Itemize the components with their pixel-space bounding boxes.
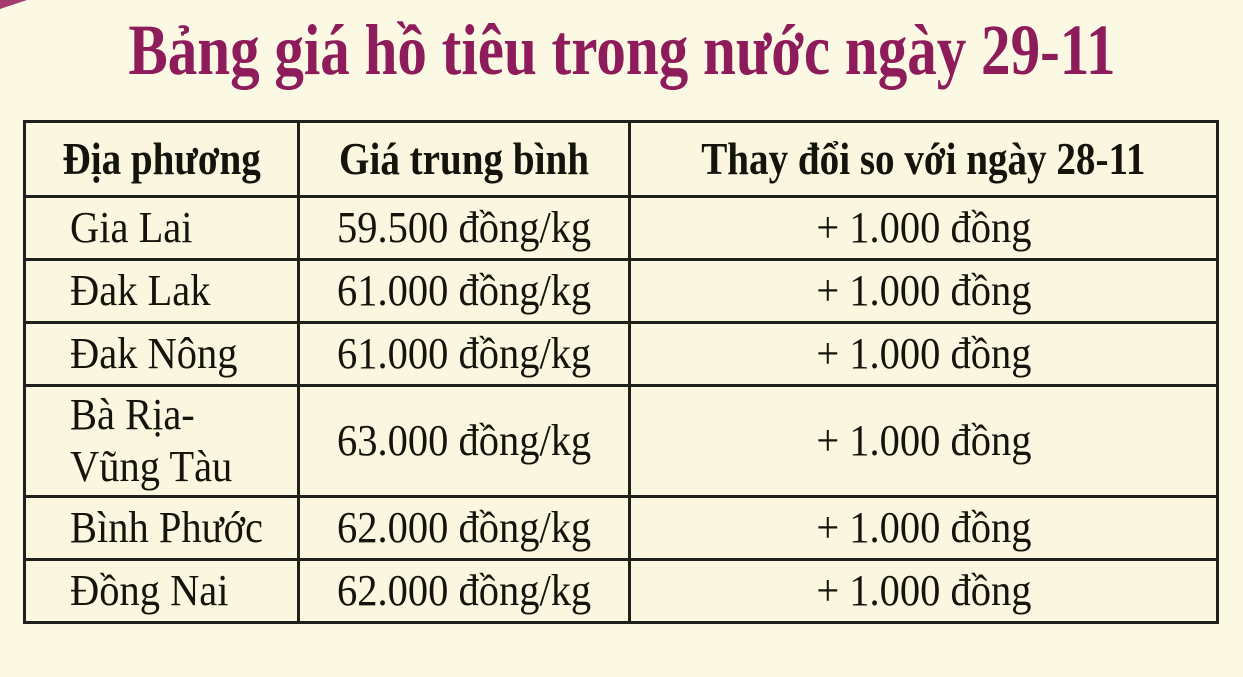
col-header-location: Địa phương: [23, 120, 300, 198]
price-value: 61.000 đồng/kg: [336, 329, 592, 379]
change-cell: + 1.000 đồng: [628, 195, 1219, 261]
table-row: Bà Rịa-Vũng Tàu 63.000 đồng/kg + 1.000 đ…: [23, 384, 1219, 498]
price-value: 61.000 đồng/kg: [336, 266, 592, 316]
price-value: 59.500 đồng/kg: [336, 203, 592, 253]
col-header-average-price: Giá trung bình: [297, 120, 631, 198]
location-value: Đồng Nai: [70, 566, 229, 616]
page-title: Bảng giá hồ tiêu trong nước ngày 29-11: [0, 10, 1243, 90]
price-cell: 62.000 đồng/kg: [297, 558, 631, 624]
location-cell: Bà Rịa-Vũng Tàu: [23, 384, 300, 498]
price-cell: 61.000 đồng/kg: [297, 258, 631, 324]
change-cell: + 1.000 đồng: [628, 495, 1219, 561]
change-value: + 1.000 đồng: [815, 416, 1032, 466]
table-header-row: Địa phương Giá trung bình Thay đổi so vớ…: [23, 120, 1219, 198]
location-cell: Đồng Nai: [23, 558, 300, 624]
location-cell: Gia Lai: [23, 195, 300, 261]
price-cell: 59.500 đồng/kg: [297, 195, 631, 261]
location-value: Bình Phước: [70, 503, 263, 553]
table-row: Đak Lak 61.000 đồng/kg + 1.000 đồng: [23, 258, 1219, 324]
location-cell: Đak Lak: [23, 258, 300, 324]
location-cell: Đak Nông: [23, 321, 300, 387]
location-value: Đak Lak: [70, 266, 211, 316]
change-cell: + 1.000 đồng: [628, 321, 1219, 387]
location-cell: Bình Phước: [23, 495, 300, 561]
location-value: Bà Rịa-Vũng Tàu: [70, 390, 233, 491]
change-cell: + 1.000 đồng: [628, 258, 1219, 324]
corner-crop-artifact: [0, 0, 27, 9]
pepper-price-table: Địa phương Giá trung bình Thay đổi so vớ…: [23, 120, 1219, 624]
price-value: 62.000 đồng/kg: [336, 503, 592, 553]
table-row: Bình Phước 62.000 đồng/kg + 1.000 đồng: [23, 495, 1219, 561]
page-title-text: Bảng giá hồ tiêu trong nước ngày 29-11: [127, 10, 1116, 90]
location-value: Gia Lai: [70, 203, 193, 253]
col-header-change: Thay đổi so với ngày 28-11: [628, 120, 1219, 198]
change-cell: + 1.000 đồng: [628, 384, 1219, 498]
change-value: + 1.000 đồng: [815, 203, 1032, 253]
col-header-location-label: Địa phương: [62, 132, 261, 184]
change-cell: + 1.000 đồng: [628, 558, 1219, 624]
table-row: Đồng Nai 62.000 đồng/kg + 1.000 đồng: [23, 558, 1219, 624]
change-value: + 1.000 đồng: [815, 566, 1032, 616]
location-value: Đak Nông: [70, 329, 238, 379]
change-value: + 1.000 đồng: [815, 329, 1032, 379]
col-header-change-label: Thay đổi so với ngày 28-11: [701, 132, 1146, 184]
price-cell: 62.000 đồng/kg: [297, 495, 631, 561]
price-cell: 63.000 đồng/kg: [297, 384, 631, 498]
price-cell: 61.000 đồng/kg: [297, 321, 631, 387]
price-value: 63.000 đồng/kg: [336, 416, 592, 466]
table-row: Đak Nông 61.000 đồng/kg + 1.000 đồng: [23, 321, 1219, 387]
change-value: + 1.000 đồng: [815, 266, 1032, 316]
price-value: 62.000 đồng/kg: [336, 566, 592, 616]
change-value: + 1.000 đồng: [815, 503, 1032, 553]
col-header-average-price-label: Giá trung bình: [339, 132, 589, 184]
table-row: Gia Lai 59.500 đồng/kg + 1.000 đồng: [23, 195, 1219, 261]
